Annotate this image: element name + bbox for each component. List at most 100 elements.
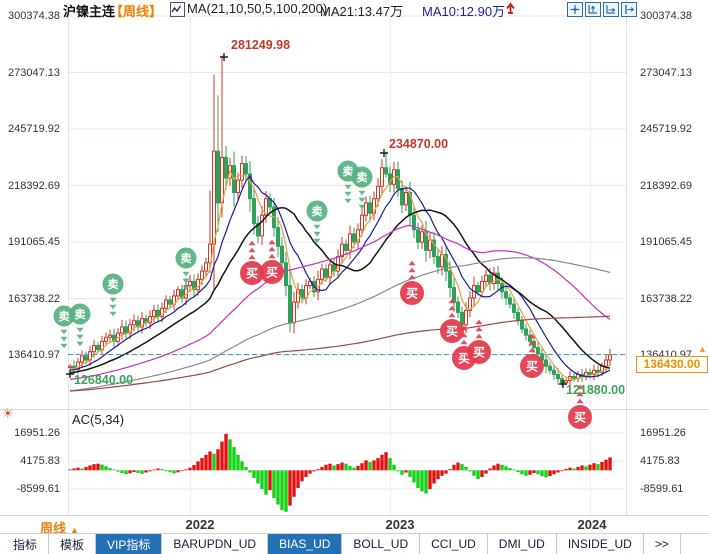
ac-bar [432,470,436,484]
axis-label: -8599.61 [16,483,60,495]
buy-signal-marker: 买 [467,340,491,364]
tab-barupdnud[interactable]: BARUPDN_UD [162,534,269,554]
ac-bar [460,464,464,471]
svg-text:卖: 卖 [108,277,119,291]
extreme-cross-icon [220,53,228,61]
tab-模板[interactable]: 模板 [49,534,97,554]
ac-bar [532,470,536,473]
ac-bar [328,463,332,471]
ac-bar [344,463,348,471]
ac-bar [376,458,380,471]
ma200-line [69,315,611,392]
ac-bar [276,470,280,505]
sub-indicator-label[interactable]: AC(5,34) [72,412,125,427]
time-axis-row: 周线 ▲ 2022 2023 2024 [0,515,709,536]
ac-bar [428,470,432,490]
ac-bar [244,466,248,471]
pan-right-icon[interactable] [621,2,637,17]
down-triangle-icon [344,191,352,197]
ma-settings-label[interactable]: MA(21,10,50,5,100,200) [187,1,328,16]
down-triangle-icon [358,197,366,203]
candle [420,231,424,243]
down-triangle-icon [109,297,117,303]
tab-vip指标[interactable]: VIP指标 [96,534,163,554]
ac-bar [140,470,144,474]
candle [80,355,84,363]
candle [240,163,244,181]
ac-bar [408,470,412,477]
crosshair-icon[interactable] [567,2,583,17]
period-selector[interactable]: 周线 ▲ [40,518,79,537]
ac-bar [172,470,176,474]
period-tag[interactable]: 【周线】 [110,4,163,19]
sun-icon[interactable]: ☀ [2,406,14,421]
axis-label: 163738.22 [640,292,692,305]
up-triangle-icon [528,333,536,339]
last-price-tag: 136430.00 [636,356,708,373]
ac-bar [120,470,124,473]
ac-bar [296,470,300,488]
candle [484,274,488,282]
up-arrow-icon[interactable] [504,2,517,15]
x-axis-zoom-icon[interactable] [603,2,619,17]
tab-bollud[interactable]: BOLL_UD [342,534,421,554]
candle [212,150,216,245]
ac-bar [352,467,356,471]
ac-bar [284,470,288,512]
chevron-up-icon: ▲ [70,525,79,535]
ac-bar [72,468,76,471]
ac-bar [144,470,148,473]
candle [524,328,528,336]
ac-bar [476,470,480,480]
axis-label: 245719.92 [640,123,692,135]
candle [428,239,432,251]
candle [516,311,520,322]
candle [360,214,364,231]
tab-insideud[interactable]: INSIDE_UD [557,534,644,554]
tab-biasud[interactable]: BIAS_UD [268,534,343,554]
ac-bar [448,469,452,471]
candle [352,233,356,243]
candle [208,243,212,264]
ac-bar [236,454,240,471]
tab-[interactable]: >> [644,534,681,554]
up-triangle-icon [576,384,584,390]
ac-bar [584,466,588,471]
tab-指标[interactable]: 指标 [2,534,50,554]
ac-bar [564,468,568,471]
tab-cciud[interactable]: CCI_UD [420,534,488,554]
ac-bar [168,470,172,473]
axis-label: -8599.61 [640,483,684,495]
ac-bar [76,467,80,471]
candle [468,297,472,311]
axis-label: 218392.69 [640,179,692,192]
y-axis-zoom-icon[interactable] [585,2,601,17]
ac-bar [200,458,204,471]
ma21-line [69,206,611,374]
up-triangle-icon [460,339,468,345]
candle [556,373,560,380]
up-triangle-icon [408,267,416,273]
candle [168,299,172,305]
candle [256,223,260,237]
ac-bar [424,470,428,494]
candle [544,359,548,367]
candle [200,270,204,280]
down-triangle-icon [60,336,68,342]
candle [368,202,372,214]
candle [328,264,332,278]
symbol-title: 沪镍主连 [63,4,116,19]
ac-bar [372,460,376,471]
ac-bar [288,470,292,506]
candle [68,365,72,369]
wave-chart-icon[interactable] [170,2,185,17]
up-triangle-icon [448,305,456,311]
ac-bar [316,469,320,471]
up-triangle-icon [268,239,276,245]
candle [244,163,248,175]
ac-bar [212,453,216,471]
tab-dmiud[interactable]: DMI_UD [488,534,557,554]
candle [300,289,304,299]
